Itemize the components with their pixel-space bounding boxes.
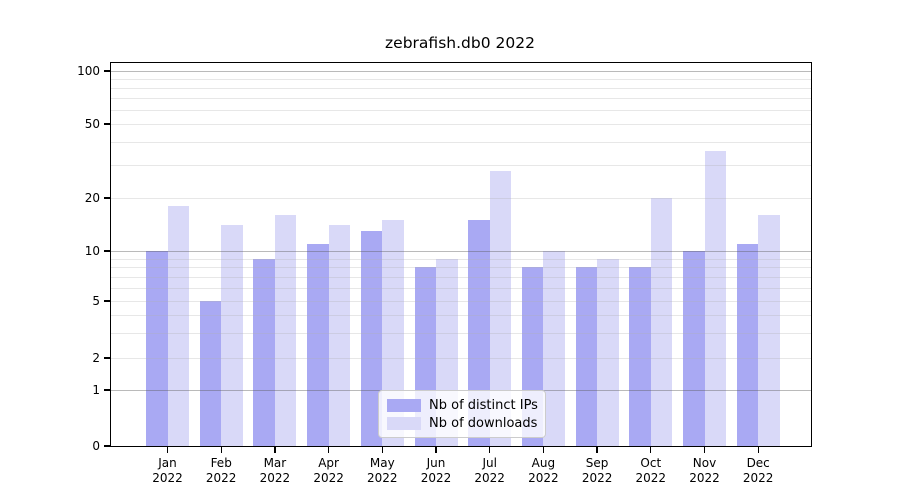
bar-feb-distinct-ips bbox=[199, 301, 222, 446]
x-tick-label-apr: Apr 2022 bbox=[313, 456, 344, 485]
x-tick-label-oct: Oct 2022 bbox=[635, 456, 667, 485]
x-tick-label-nov: Nov 2022 bbox=[689, 456, 720, 485]
bar-mar-distinct-ips bbox=[253, 258, 275, 446]
gridline-y-minor-70 bbox=[111, 98, 811, 100]
x-tick-label-dec: Dec 2022 bbox=[742, 456, 774, 485]
x-tick-mark-sep bbox=[596, 447, 598, 453]
x-tick-mark-feb bbox=[220, 447, 222, 453]
legend-row-distinct-ips: Nb of distinct IPs bbox=[387, 397, 538, 413]
legend-row-downloads: Nb of downloads bbox=[387, 416, 537, 431]
x-tick-mark-oct bbox=[650, 447, 652, 453]
y-tick-mark-2 bbox=[104, 357, 110, 359]
legend-swatch-distinct-ips bbox=[387, 398, 421, 412]
bar-may-downloads bbox=[382, 220, 404, 446]
x-tick-label-jun: Jun 2022 bbox=[420, 456, 452, 485]
bar-dec-downloads bbox=[758, 215, 780, 446]
legend: Nb of distinct IPs Nb of downloads bbox=[378, 390, 546, 438]
bar-apr-downloads bbox=[328, 225, 351, 446]
y-tick-label-10: 10 bbox=[84, 244, 100, 258]
x-tick-mark-nov bbox=[703, 447, 706, 453]
y-tick-label-1: 1 bbox=[92, 383, 100, 397]
x-tick-label-may: May 2022 bbox=[367, 456, 398, 485]
plot-area: 0 1 2 5 10 20 50 100 Jan 2022 Feb 2022 Mar 2022 Ap… bbox=[77, 62, 812, 485]
x-tick-mark-jun bbox=[435, 447, 437, 453]
legend-label-distinct-ips: Nb of distinct IPs bbox=[429, 397, 538, 413]
bar-nov-distinct-ips bbox=[683, 251, 705, 446]
y-tick-label-20: 20 bbox=[84, 191, 100, 205]
gridline-y-100 bbox=[111, 71, 811, 72]
gridline-y-minor-80 bbox=[111, 88, 811, 90]
bar-mar-downloads bbox=[274, 215, 297, 446]
x-tick-mark-jan bbox=[166, 447, 169, 453]
y-tick-mark-5 bbox=[104, 300, 110, 302]
bar-sep-downloads bbox=[597, 258, 619, 446]
bar-dec-distinct-ips bbox=[736, 243, 759, 446]
bar-jul-distinct-ips bbox=[468, 220, 490, 446]
gridline-y-minor-40 bbox=[111, 142, 811, 143]
y-tick-mark-0 bbox=[104, 445, 110, 447]
bar-oct-distinct-ips bbox=[629, 267, 651, 446]
x-tick-mark-aug bbox=[542, 447, 545, 453]
x-tick-mark-mar bbox=[274, 447, 276, 453]
chart-title: zebrafish.db0 2022 bbox=[385, 34, 535, 52]
y-tick-mark-10 bbox=[104, 250, 110, 252]
x-tick-label-mar: Mar 2022 bbox=[259, 456, 291, 485]
x-tick-mark-apr bbox=[327, 447, 330, 453]
bar-apr-distinct-ips bbox=[307, 243, 329, 446]
bar-oct-downloads bbox=[650, 198, 673, 446]
gridline-y-minor-60 bbox=[111, 110, 811, 112]
bar-jul-downloads bbox=[489, 170, 512, 446]
y-tick-label-50: 50 bbox=[84, 117, 100, 131]
y-tick-label-100: 100 bbox=[77, 64, 100, 78]
bar-jan-downloads bbox=[167, 206, 189, 446]
bar-feb-downloads bbox=[221, 225, 243, 446]
bar-aug-downloads bbox=[543, 251, 565, 446]
gridline-y-minor-90 bbox=[111, 79, 811, 81]
y-tick-mark-20 bbox=[104, 197, 110, 199]
x-tick-mark-may bbox=[381, 447, 383, 453]
y-tick-label-2: 2 bbox=[92, 351, 100, 365]
gridline-y-50 bbox=[111, 124, 811, 125]
bar-jan-distinct-ips bbox=[146, 251, 168, 446]
x-tick-label-aug: Aug 2022 bbox=[528, 456, 559, 485]
x-tick-mark-jul bbox=[489, 447, 491, 453]
bar-nov-downloads bbox=[704, 150, 726, 446]
x-tick-label-jul: Jul 2022 bbox=[474, 456, 505, 485]
x-tick-label-feb: Feb 2022 bbox=[205, 456, 237, 485]
y-tick-mark-100 bbox=[104, 70, 110, 72]
y-tick-label-5: 5 bbox=[92, 294, 100, 308]
x-tick-label-jan: Jan 2022 bbox=[152, 456, 183, 485]
y-tick-mark-1 bbox=[104, 389, 110, 391]
bar-sep-distinct-ips bbox=[575, 267, 598, 446]
legend-label-downloads: Nb of downloads bbox=[429, 415, 538, 431]
legend-swatch-downloads bbox=[387, 416, 421, 430]
y-tick-label-0: 0 bbox=[92, 439, 100, 453]
y-tick-mark-50 bbox=[104, 123, 110, 125]
x-tick-label-sep: Sep 2022 bbox=[581, 456, 613, 485]
bar-may-distinct-ips bbox=[360, 230, 383, 446]
x-tick-mark-dec bbox=[757, 447, 759, 453]
